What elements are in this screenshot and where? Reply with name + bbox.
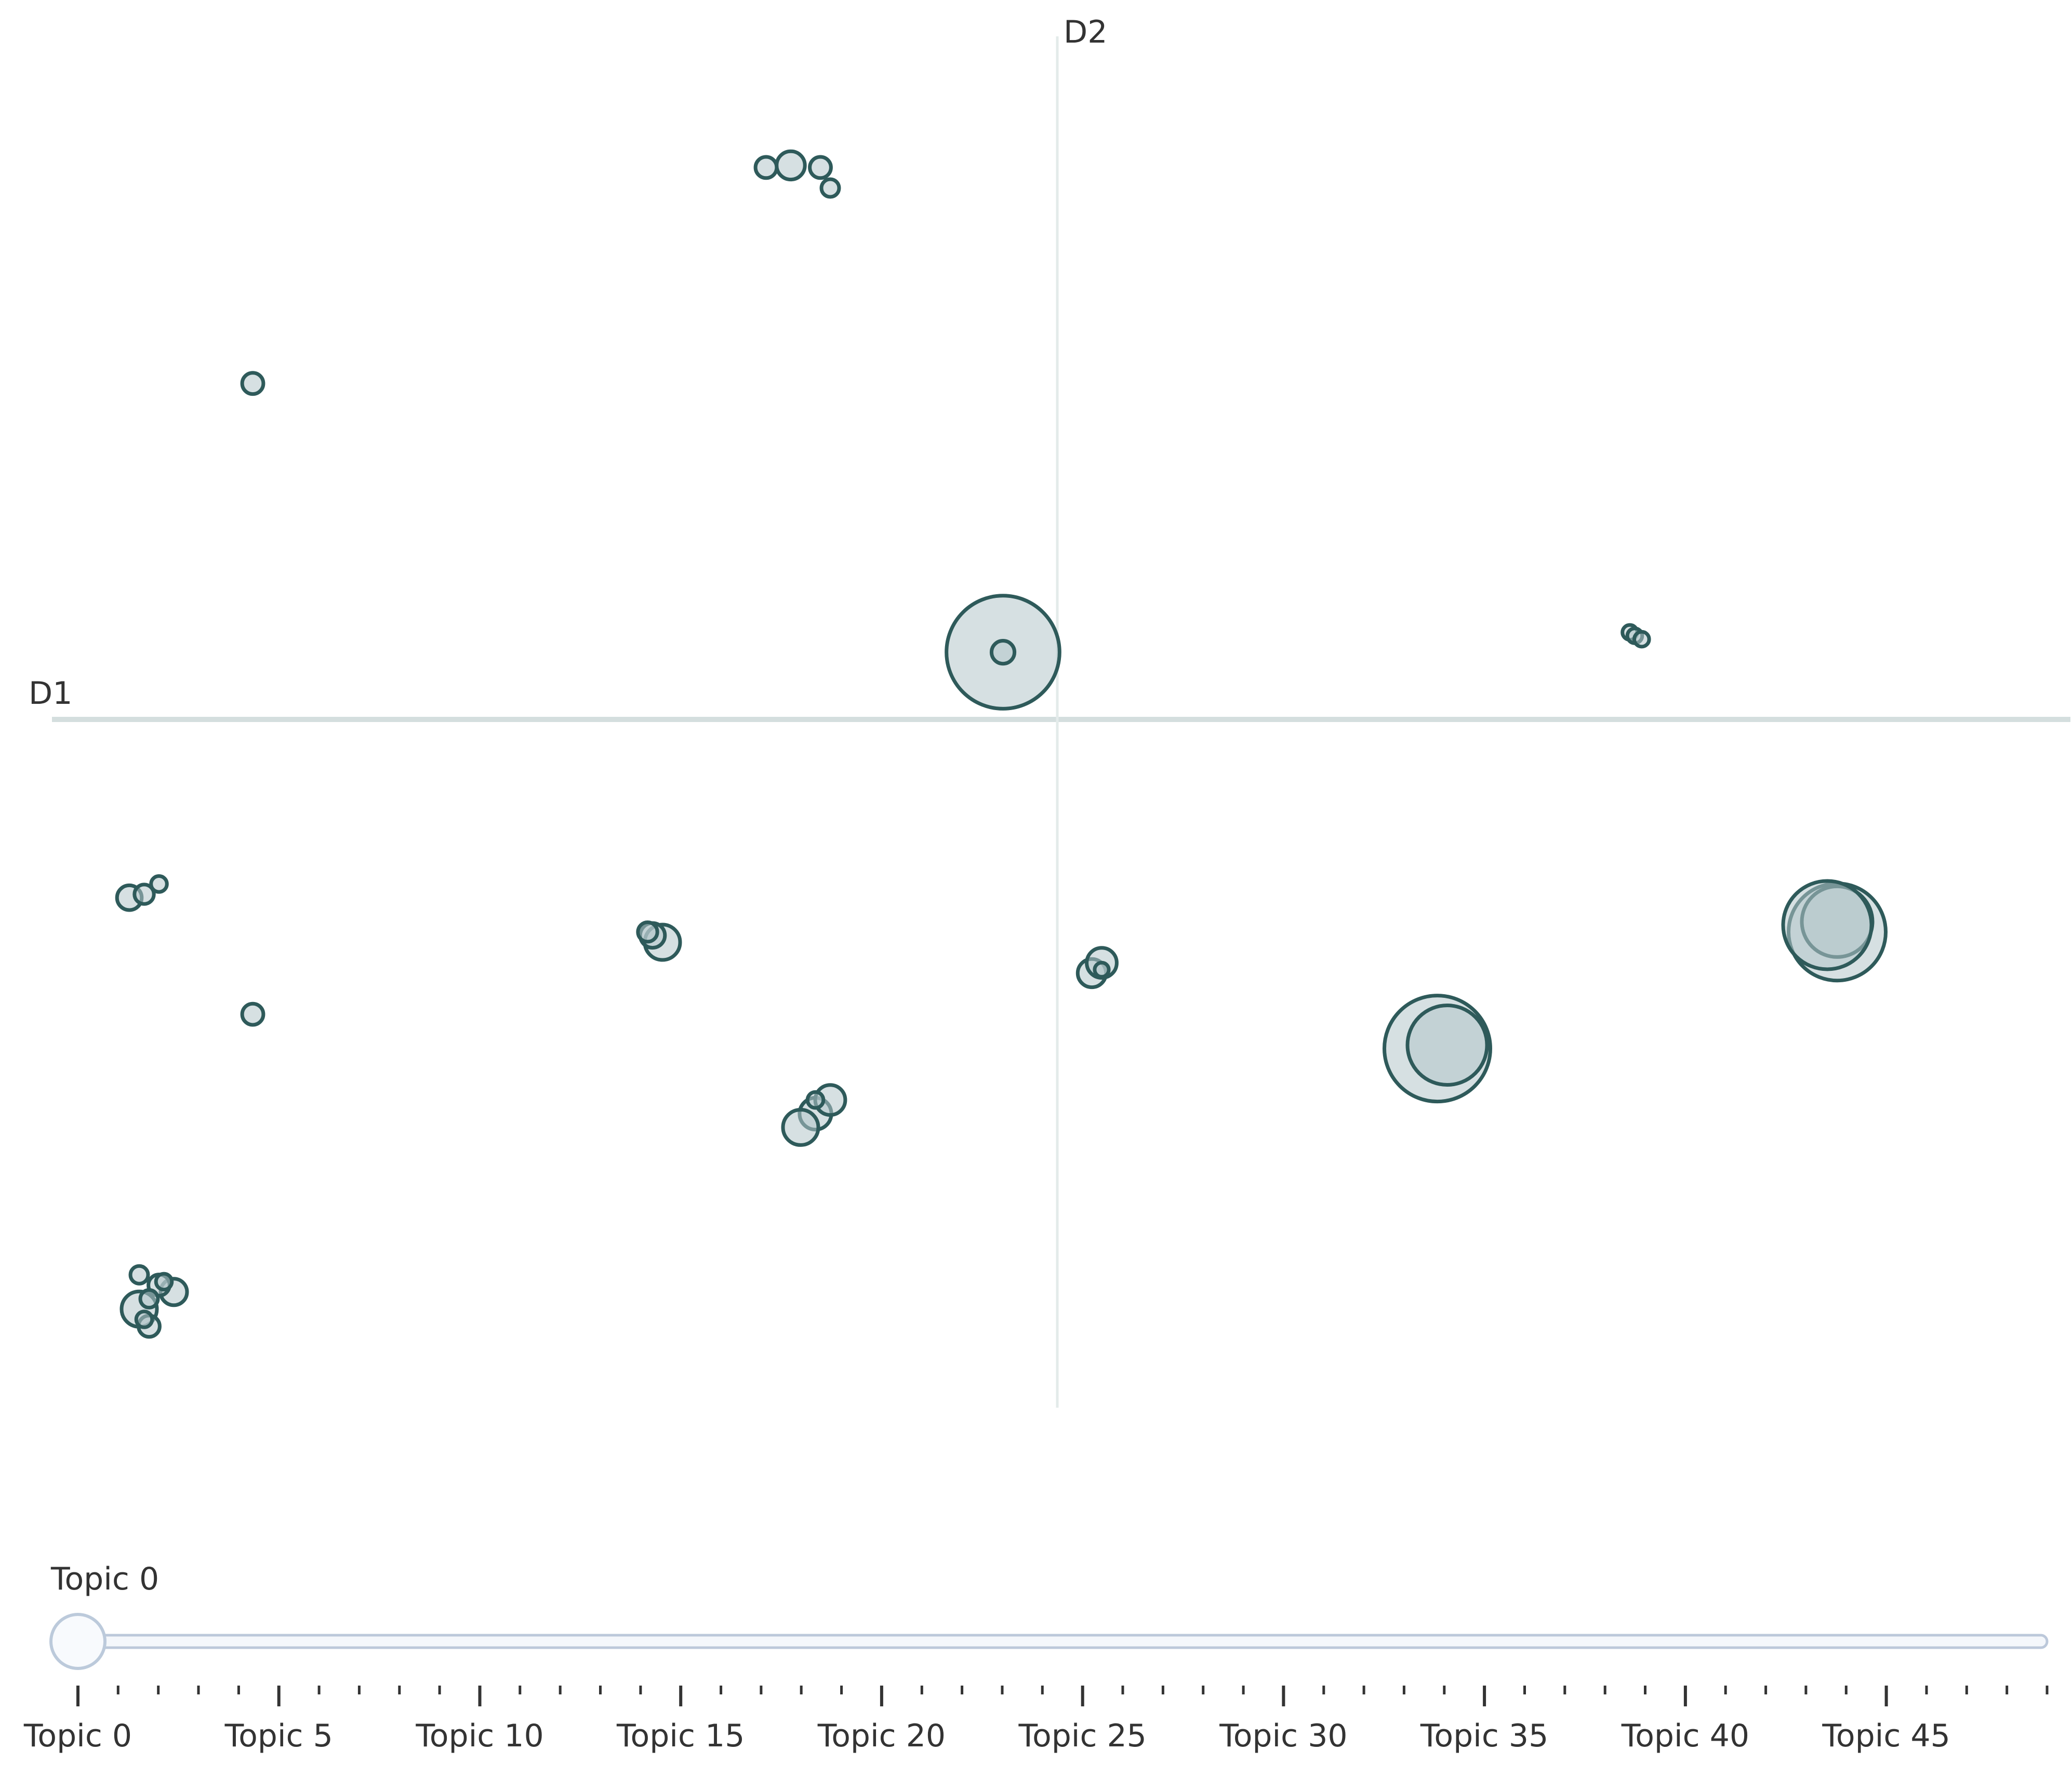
topic-bubble[interactable]: [132, 883, 156, 906]
topic-bubble[interactable]: [781, 1107, 820, 1147]
topic-bubbles: [115, 149, 1888, 1339]
slider-handle[interactable]: [49, 1613, 107, 1670]
d2-axis-label: D2: [1064, 14, 1107, 50]
topic-bubble[interactable]: [154, 1272, 174, 1292]
slider-tick-label[interactable]: Topic 45: [1822, 1718, 1950, 1754]
axes-layer: D1 D2: [29, 14, 2070, 1408]
slider-tick-label[interactable]: Topic 10: [415, 1718, 543, 1754]
slider-tick-label[interactable]: Topic 30: [1219, 1718, 1347, 1754]
topic-bubble[interactable]: [819, 177, 841, 199]
slider-track[interactable]: [76, 1634, 2049, 1649]
topic-bubble[interactable]: [240, 371, 265, 396]
slider-tick-label[interactable]: Topic 35: [1420, 1718, 1548, 1754]
topic-bubble[interactable]: [1781, 879, 1874, 971]
slider-tick-label[interactable]: Topic 20: [817, 1718, 946, 1754]
slider-tick-label[interactable]: Topic 5: [224, 1718, 333, 1754]
slider-ticks: [76, 1686, 2049, 1706]
topic-slider[interactable]: Topic 0 Topic 0 Topic 5 Topic 10 Topic 15 To…: [23, 1561, 2049, 1754]
topic-bubble[interactable]: [775, 149, 807, 182]
topic-bubble[interactable]: [805, 1090, 826, 1110]
slider-tick-label[interactable]: Topic 25: [1018, 1718, 1147, 1754]
slider-tick-labels: Topic 0 Topic 5 Topic 10 Topic 15 Topic 20 To…: [23, 1718, 1950, 1754]
d1-axis-label: D1: [29, 675, 72, 712]
topic-bubble[interactable]: [808, 155, 833, 180]
slider-tick-label[interactable]: Topic 40: [1621, 1718, 1749, 1754]
slider-current-topic-label: Topic 0: [50, 1561, 159, 1597]
topic-bubble[interactable]: [1405, 1004, 1489, 1087]
slider-tick-label[interactable]: Topic 0: [23, 1718, 132, 1754]
topic-bubble[interactable]: [128, 1264, 150, 1286]
topic-bubble[interactable]: [1632, 630, 1651, 649]
topic-bubble[interactable]: [636, 920, 659, 944]
slider-tick-label[interactable]: Topic 15: [616, 1718, 745, 1754]
topic-bubble[interactable]: [134, 1310, 154, 1329]
topic-bubble[interactable]: [138, 1288, 160, 1310]
topic-bubble[interactable]: [1093, 960, 1111, 979]
topic-bubble[interactable]: [989, 639, 1017, 666]
topic-bubble[interactable]: [149, 874, 169, 894]
topic-bubble[interactable]: [240, 1001, 265, 1027]
topic-bubble[interactable]: [753, 155, 779, 180]
